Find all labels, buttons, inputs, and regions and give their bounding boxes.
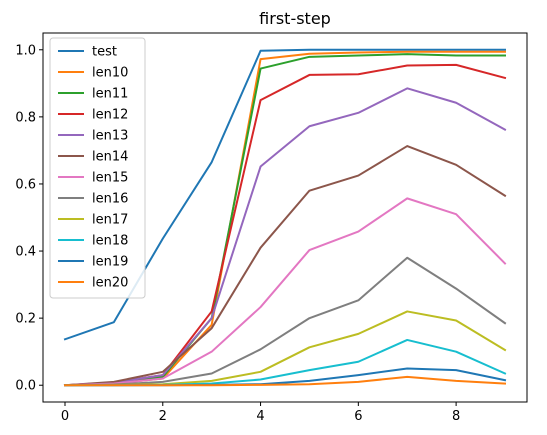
y-tick-label: 0.2 (15, 312, 36, 327)
series-line-len15 (63, 197, 507, 387)
legend-label-test: test (92, 45, 117, 60)
legend-box (49, 37, 146, 299)
plot-area: 0 2 4 6 8 0.0 0.2 0.4 0.6 0.8 1.0 (15, 32, 528, 424)
y-tick-label: 0.8 (15, 110, 36, 125)
legend-label-len12: len12 (92, 108, 128, 123)
y-tick-label: 0.6 (15, 177, 36, 192)
legend-label-len17: len17 (92, 213, 128, 228)
x-tick-label: 8 (452, 409, 460, 424)
series-line-len16 (63, 256, 507, 387)
series-line-len13 (63, 87, 507, 387)
legend-label-len10: len10 (92, 66, 128, 81)
chart-title: first-step (259, 9, 331, 28)
legend-label-len13: len13 (92, 129, 128, 144)
legend-label-len14: len14 (92, 150, 128, 165)
y-tick-label: 1.0 (15, 43, 36, 58)
legend: test len10 len11 len12 len13 len14 len15 len16 l… (49, 37, 146, 299)
legend-label-len18: len18 (92, 234, 128, 249)
y-tick-label: 0.0 (15, 379, 36, 394)
x-tick-label: 4 (256, 409, 264, 424)
legend-label-len15: len15 (92, 171, 128, 186)
legend-label-len16: len16 (92, 192, 128, 207)
axes-frame (42, 32, 528, 403)
x-tick-label: 6 (354, 409, 362, 424)
legend-label-len19: len19 (92, 255, 128, 270)
y-tick-label: 0.4 (15, 245, 36, 260)
legend-label-len11: len11 (92, 87, 128, 102)
x-tick-label: 2 (159, 409, 167, 424)
series-line-len14 (63, 145, 507, 387)
legend-label-len20: len20 (92, 276, 128, 291)
x-tick-label: 0 (61, 409, 69, 424)
series-line-len20 (64, 375, 507, 387)
